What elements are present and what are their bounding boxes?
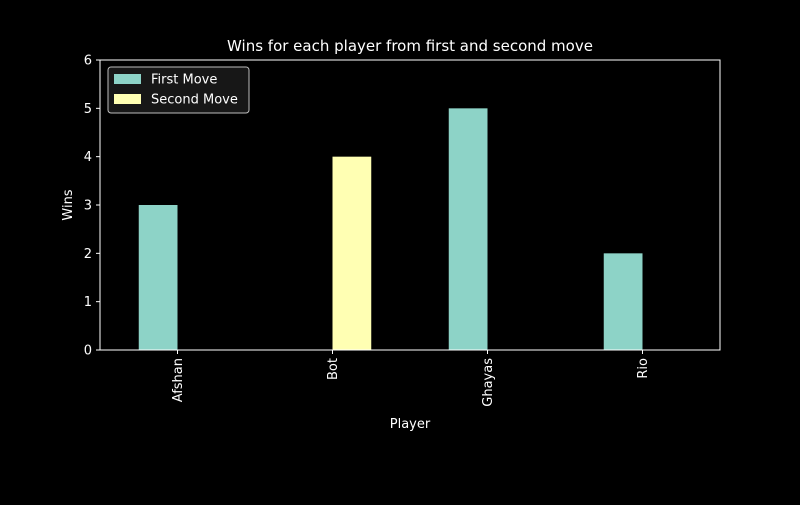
y-tick-label: 1 bbox=[84, 295, 92, 310]
x-tick-label: Ghayas bbox=[481, 358, 496, 407]
y-tick-label: 2 bbox=[84, 247, 92, 262]
y-tick-label: 5 bbox=[84, 102, 92, 117]
y-tick-label: 3 bbox=[84, 199, 92, 214]
x-tick-label: Afshan bbox=[171, 358, 186, 402]
bars-layer bbox=[138, 108, 643, 350]
bar-ghayas-series-1 bbox=[448, 108, 488, 350]
chart-title: Wins for each player from first and seco… bbox=[227, 37, 593, 55]
x-axis-label: Player bbox=[390, 417, 431, 432]
legend-box bbox=[107, 66, 250, 114]
y-tick-label: 0 bbox=[84, 344, 92, 359]
legend-swatch-2 bbox=[114, 94, 141, 104]
legend-swatch-1 bbox=[114, 74, 141, 84]
legend-label-1: First Move bbox=[151, 73, 217, 88]
bar-bot-series-2 bbox=[332, 156, 372, 350]
legend: First Move Second Move bbox=[107, 66, 250, 114]
y-axis-label: Wins bbox=[61, 189, 76, 220]
axes-layer: 0 1 2 3 4 5 6 Afshan Bot Ghayas Rio bbox=[84, 54, 721, 407]
legend-label-2: Second Move bbox=[151, 93, 238, 108]
y-tick-label: 6 bbox=[84, 54, 92, 69]
bar-afshan-series-1 bbox=[138, 205, 178, 350]
y-tick-label: 4 bbox=[84, 150, 92, 165]
x-tick-label: Rio bbox=[636, 358, 651, 379]
x-tick-label: Bot bbox=[326, 358, 341, 380]
bar-rio-series-1 bbox=[603, 253, 643, 350]
